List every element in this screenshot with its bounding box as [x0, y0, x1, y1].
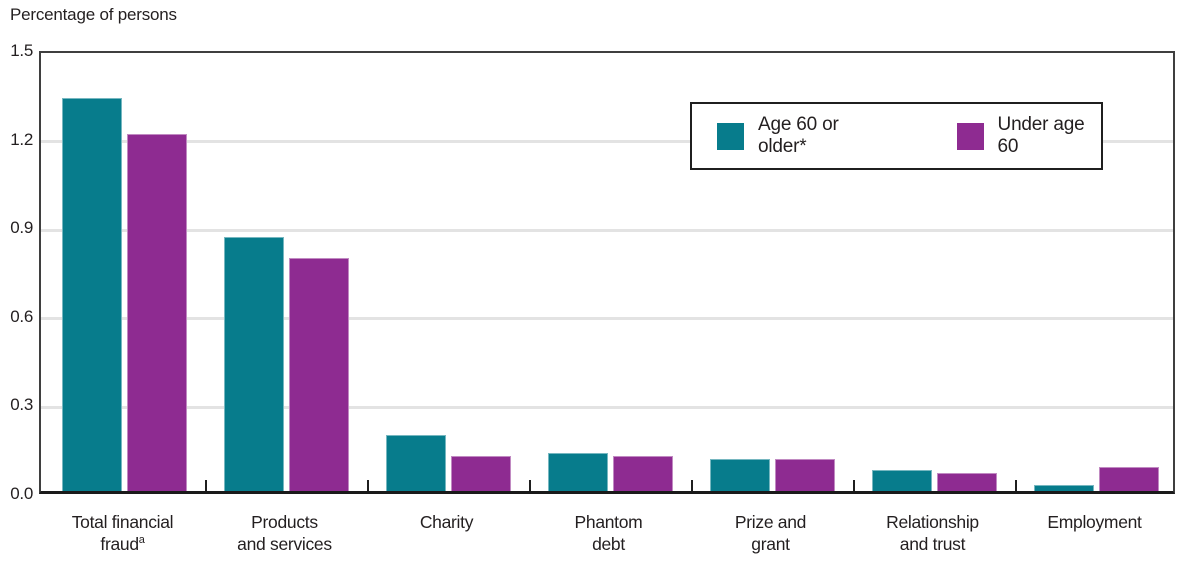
legend-item: Age 60 or older* — [717, 114, 882, 158]
bar-age-60-or-older — [548, 453, 608, 491]
bar-age-60-or-older — [872, 470, 932, 491]
bar-under-age-60 — [613, 456, 673, 491]
category-label: Charity — [419, 512, 474, 532]
bar-under-age-60 — [127, 134, 187, 491]
gridline — [41, 317, 1173, 321]
gridline — [41, 140, 1173, 144]
x-axis-tick — [204, 480, 207, 491]
x-axis-tick — [1014, 480, 1017, 491]
legend-label: Age 60 or older* — [758, 114, 839, 157]
legend-label: Under age 60 — [997, 114, 1085, 157]
category-label: Total financial frauda — [71, 512, 174, 554]
y-tick-label: 0.3 — [10, 395, 33, 415]
x-axis-labels: Total financial frauda Products and service… — [0, 511, 1177, 561]
bar-under-age-60 — [937, 473, 997, 491]
bar-age-60-or-older — [386, 435, 446, 491]
bar-under-age-60 — [1099, 467, 1159, 491]
category-label: Products and services — [237, 512, 332, 554]
bar-under-age-60 — [775, 459, 835, 491]
legend-item: Under age 60 — [956, 114, 1101, 158]
y-tick-label: 0.6 — [10, 306, 33, 326]
x-axis-tick — [528, 480, 531, 491]
y-axis: 0.0 0.3 0.6 0.9 1.2 1.5 — [0, 0, 33, 564]
y-tick-label: 1.5 — [10, 41, 33, 60]
gridline — [41, 405, 1173, 409]
footnote-marker: a — [138, 534, 145, 547]
y-tick-label: 0.9 — [10, 218, 33, 238]
x-axis-tick — [852, 480, 855, 491]
x-axis-tick — [690, 480, 693, 491]
legend-swatch — [956, 122, 984, 150]
category-label: Relationship and trust — [886, 512, 979, 554]
gridline — [41, 228, 1173, 232]
x-axis-tick — [366, 480, 369, 491]
category-label: Prize and grant — [734, 512, 807, 554]
bar-under-age-60 — [289, 258, 349, 491]
bar-age-60-or-older — [62, 98, 122, 491]
bar-under-age-60 — [451, 456, 511, 491]
chart-title: Percentage of persons — [10, 5, 177, 24]
bar-age-60-or-older — [710, 459, 770, 491]
y-tick-label: 1.2 — [10, 129, 33, 149]
y-tick-label: 0.0 — [10, 484, 33, 503]
bar-age-60-or-older — [224, 237, 284, 491]
category-label: Employment — [1047, 512, 1142, 532]
bar-age-60-or-older — [1034, 485, 1094, 491]
legend: Age 60 or older* Under age 60 — [690, 102, 1103, 170]
category-label: Phantom debt — [574, 512, 643, 554]
legend-swatch — [717, 122, 744, 150]
